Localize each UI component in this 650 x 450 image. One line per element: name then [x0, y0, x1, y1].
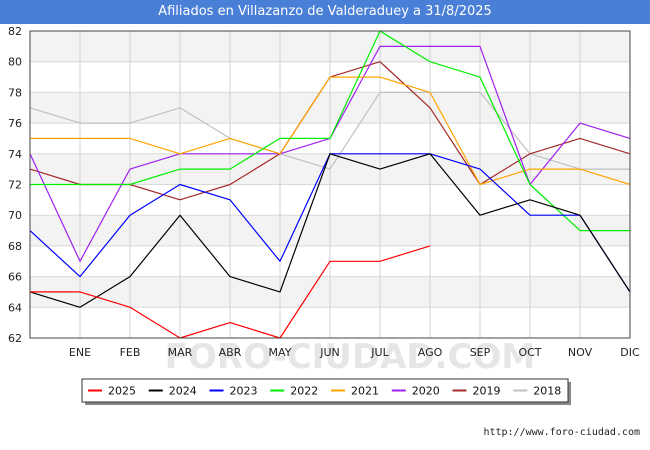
y-tick-label: 80 — [8, 56, 22, 69]
legend-label-2022: 2022 — [290, 385, 318, 398]
watermark-layer: FORO-CIUDAD.COM — [165, 337, 536, 377]
y-tick-label: 68 — [8, 240, 22, 253]
x-tick-label: JUN — [319, 346, 340, 359]
y-tick-label: 82 — [8, 25, 22, 38]
legend-label-2019: 2019 — [473, 385, 501, 398]
series-line-2025 — [30, 245, 431, 339]
axes — [29, 30, 631, 339]
y-tick-label: 78 — [8, 86, 22, 99]
x-tick-label: FEB — [120, 346, 141, 359]
x-tick-label: MAR — [168, 346, 193, 359]
watermark: FORO-CIUDAD.COM — [165, 337, 536, 377]
x-tick-label: DIC — [620, 346, 640, 359]
y-tick-label: 70 — [8, 209, 22, 222]
x-tick-label: NOV — [568, 346, 593, 359]
plot-frame — [29, 30, 631, 339]
y-tick-label: 64 — [8, 301, 22, 314]
legend-label-2025: 2025 — [108, 385, 136, 398]
series-line-2022 — [30, 30, 630, 232]
x-tick-label: AGO — [418, 346, 443, 359]
x-tick-label: JUL — [370, 346, 389, 359]
legend-box — [81, 378, 569, 403]
y-tick-label: 62 — [8, 332, 22, 345]
y-tick-label: 66 — [8, 271, 22, 284]
y-tick-label: 76 — [8, 117, 22, 130]
legend-label-2023: 2023 — [230, 385, 258, 398]
legend-label-2018: 2018 — [533, 385, 561, 398]
tick-labels: 62 64 66 68 70 72 74 76 78 80 82 ENE FEB MAR ABR MAY JUN… — [8, 25, 640, 359]
series-line-2021 — [30, 76, 631, 186]
legend-label-2024: 2024 — [169, 385, 197, 398]
chart-title: Afiliados en Villazanzo de Valderaduey a… — [0, 0, 650, 24]
legend: 2025 2024 2023 2022 2021 2020 2019 2018 — [81, 378, 571, 405]
x-tick-label: OCT — [518, 346, 541, 359]
x-tick-label: MAY — [269, 346, 292, 359]
x-tick-label: SEP — [470, 346, 491, 359]
y-tick-label: 72 — [8, 179, 22, 192]
legend-label-2020: 2020 — [412, 385, 440, 398]
x-tick-label: ENE — [69, 346, 91, 359]
source-url[interactable]: http://www.foro-ciudad.com — [483, 427, 640, 438]
series-line-2024 — [29, 153, 631, 308]
legend-label-2021: 2021 — [351, 385, 379, 398]
x-tick-label: ABR — [219, 346, 242, 359]
y-tick-label: 74 — [8, 148, 22, 161]
series-lines — [29, 30, 631, 339]
